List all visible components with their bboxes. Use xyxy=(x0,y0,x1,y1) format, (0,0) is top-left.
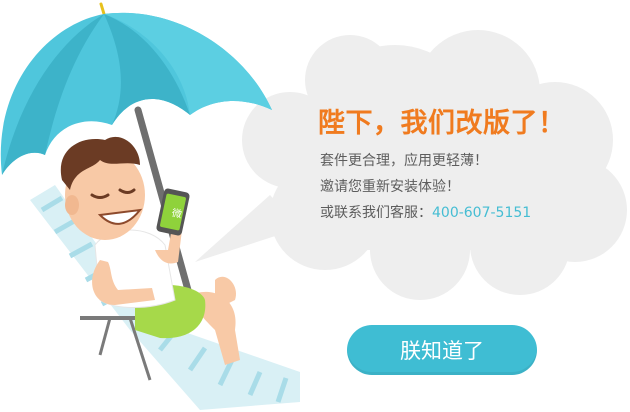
phone-screen-text: 微 xyxy=(171,206,183,221)
message-line-1: 套件更合理，应用更轻薄！ xyxy=(320,153,488,169)
relaxing-person: 微 xyxy=(60,136,240,365)
phone-icon: 微 xyxy=(156,188,190,236)
message-line-2: 邀请您重新安装体验！ xyxy=(320,179,460,195)
contact-line: 或联系我们客服：400-607-5151 xyxy=(320,204,531,222)
contact-label: 或联系我们客服： xyxy=(320,205,432,221)
service-phone-number: 400-607-5151 xyxy=(432,205,532,221)
speech-cloud xyxy=(195,30,627,300)
umbrella-tip xyxy=(99,2,106,16)
headline: 陛下，我们改版了！ xyxy=(318,108,566,139)
confirm-button[interactable]: 朕知道了 xyxy=(347,325,537,375)
umbrella-icon xyxy=(0,12,272,175)
